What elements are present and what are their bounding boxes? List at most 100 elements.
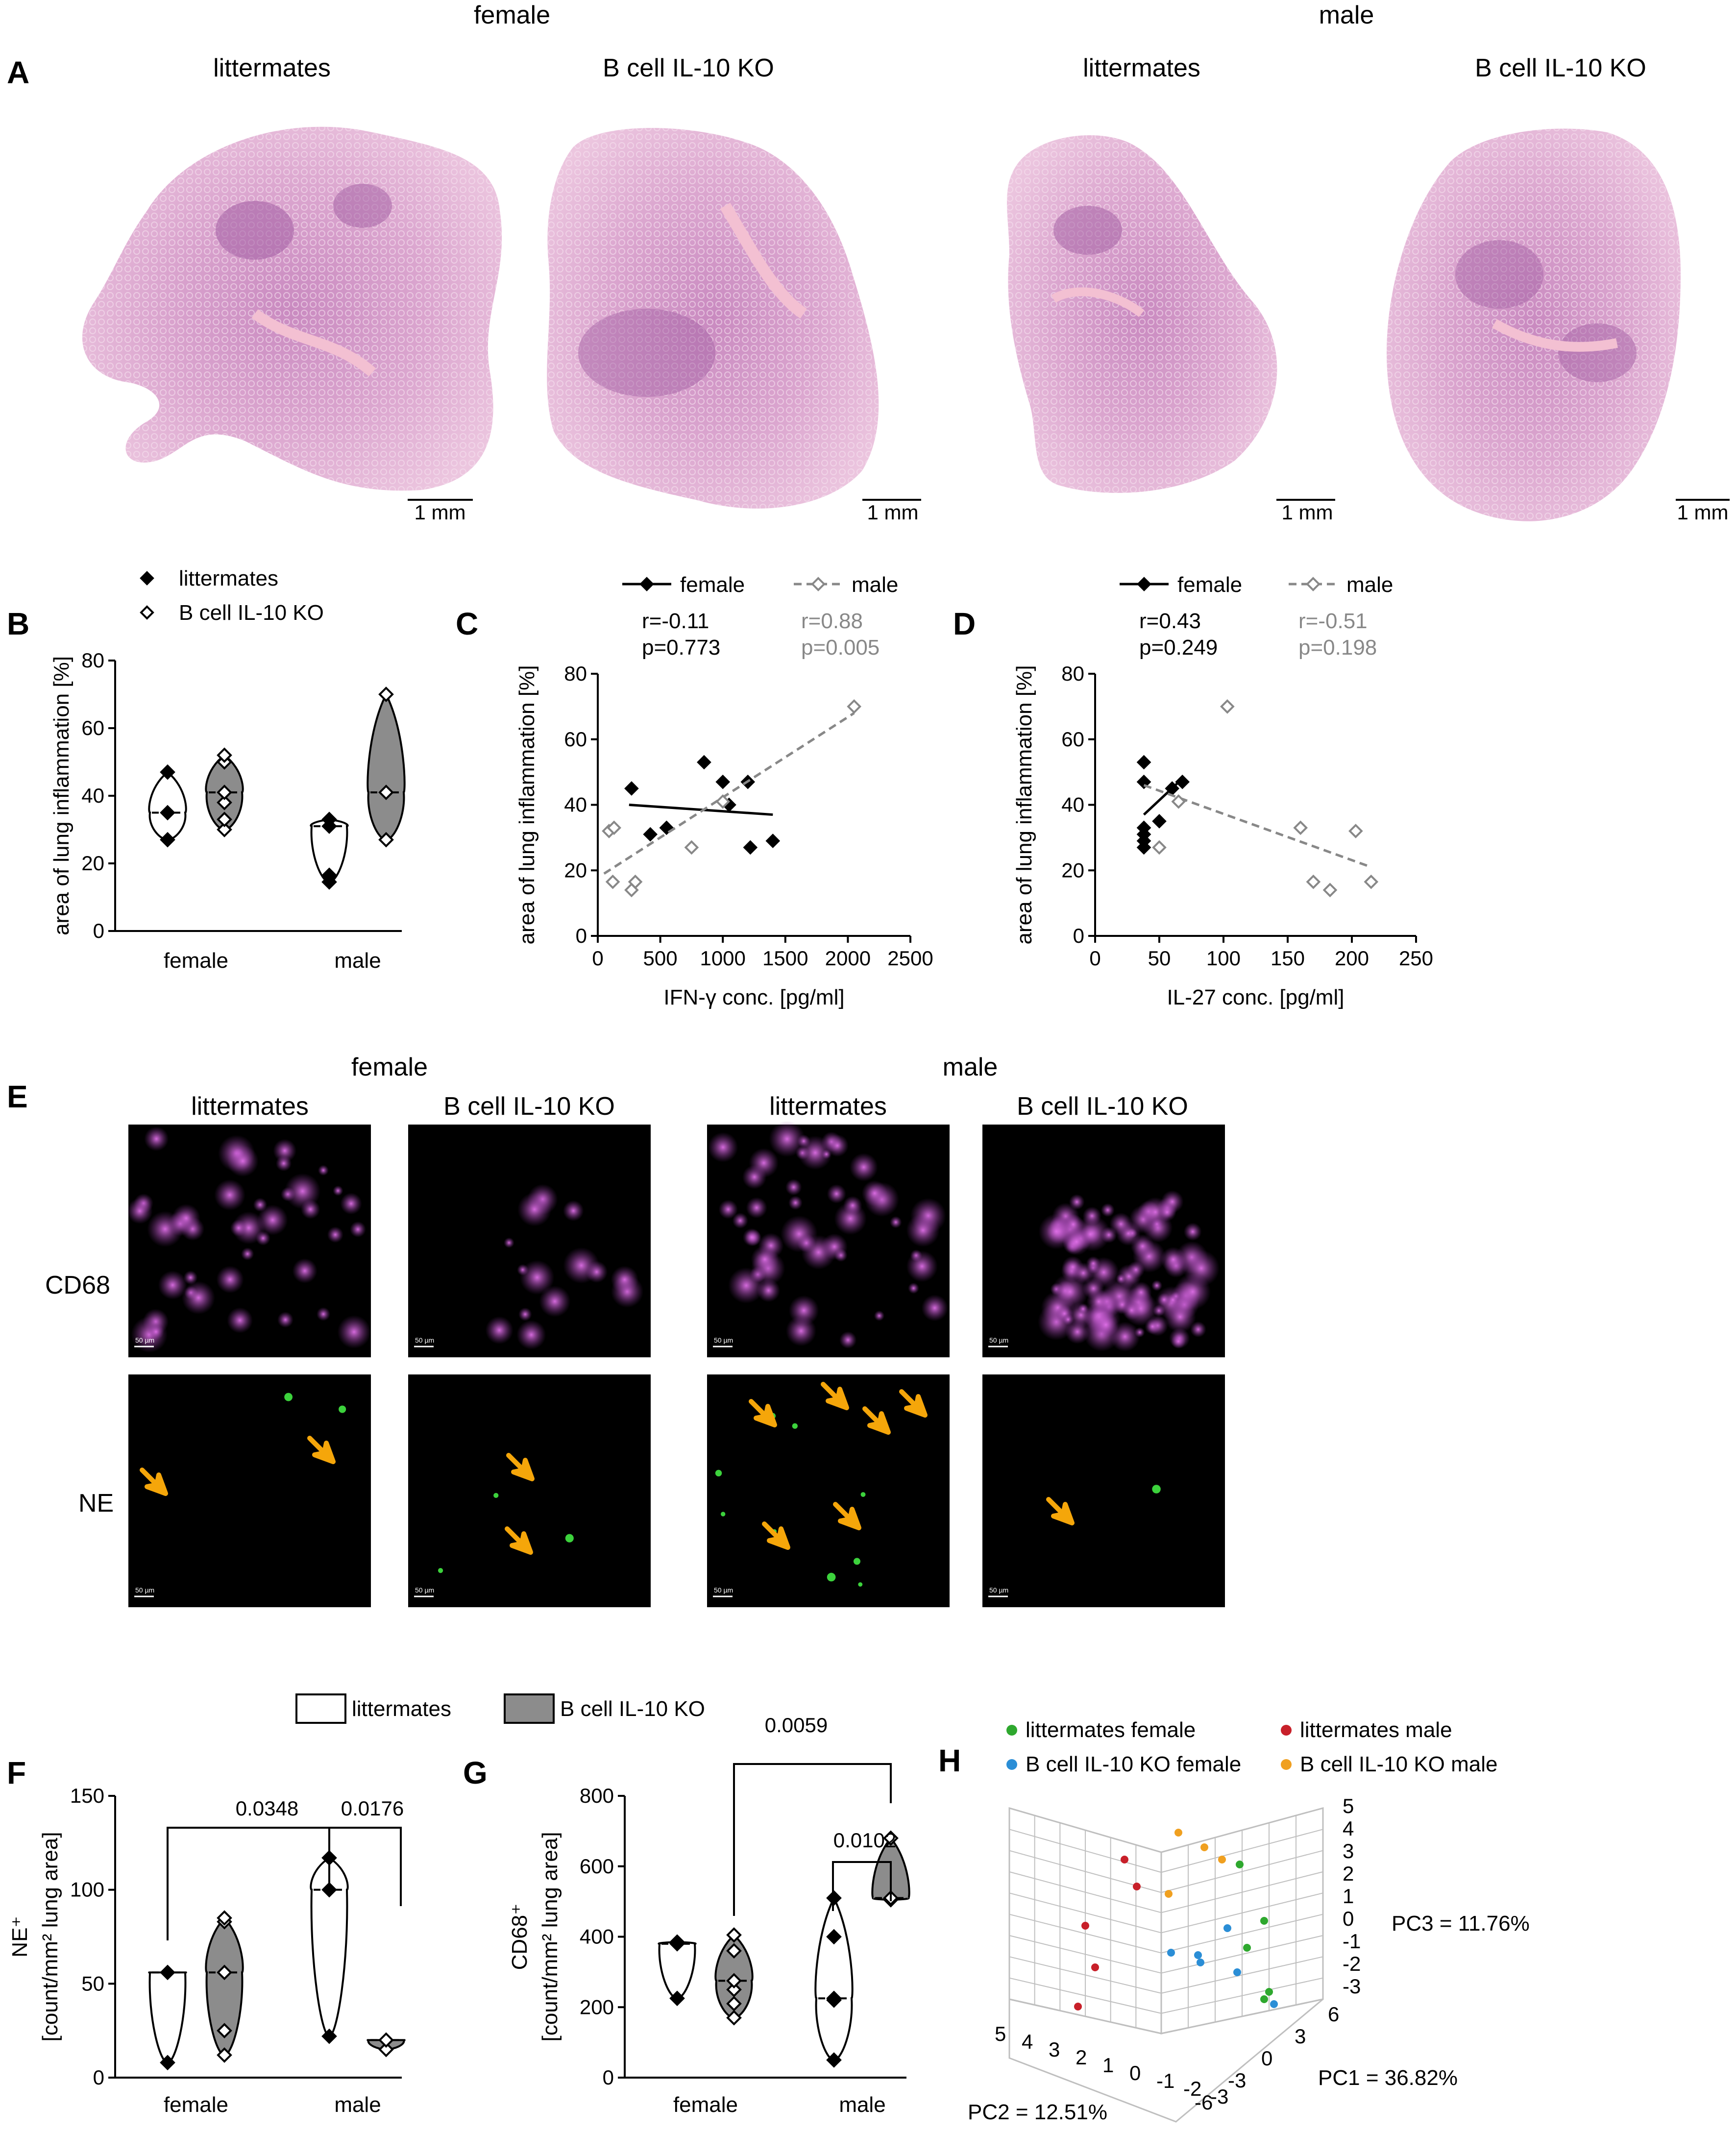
c-legend-label: female bbox=[680, 573, 745, 597]
arrow-icon bbox=[821, 1382, 849, 1410]
d-y-label: area of lung inflammation [%] bbox=[1012, 665, 1036, 945]
stain-cd68 bbox=[849, 1153, 878, 1181]
c-y-tick-label: 60 bbox=[564, 728, 587, 751]
stain-cd68 bbox=[708, 1132, 738, 1163]
stain-cd68 bbox=[1069, 1194, 1085, 1210]
h-pc2-tick-label: 0 bbox=[1129, 2061, 1141, 2084]
stain-cd68 bbox=[861, 1180, 888, 1206]
c-x-label: IFN-γ conc. [pg/ml] bbox=[663, 985, 844, 1009]
d-y-tick-label: 80 bbox=[1061, 662, 1084, 685]
stain-cd68 bbox=[1110, 1322, 1140, 1352]
f-y-tick-label: 100 bbox=[70, 1878, 104, 1901]
f-data-point bbox=[378, 2032, 394, 2048]
g-data-point bbox=[826, 2052, 842, 2068]
h-data-point bbox=[1233, 1968, 1241, 1976]
panel-e-col-littermates-female: littermates bbox=[191, 1092, 309, 1121]
stain-cd68 bbox=[843, 1196, 862, 1215]
stain-cd68 bbox=[718, 1200, 738, 1219]
h-z-tick-label: -2 bbox=[1343, 1952, 1361, 1975]
b-data-point bbox=[160, 832, 175, 848]
stain-ne bbox=[721, 1512, 726, 1517]
stain-cd68 bbox=[126, 1198, 153, 1224]
c-x-tick-label: 500 bbox=[643, 947, 678, 970]
stain-cd68 bbox=[1145, 1319, 1161, 1335]
h-legend-marker bbox=[1281, 1725, 1292, 1736]
h-legend-label: B cell IL-10 KO male bbox=[1300, 1752, 1498, 1776]
d-stat: r=0.43 bbox=[1139, 609, 1201, 633]
c-data-point bbox=[847, 699, 861, 714]
b-data-point bbox=[321, 811, 337, 828]
micrograph-ne bbox=[128, 1374, 371, 1607]
stain-cd68 bbox=[316, 1307, 331, 1321]
scale-bar-a3: 1 mm bbox=[1276, 499, 1335, 524]
h-data-point bbox=[1091, 1963, 1099, 1971]
f-data-point bbox=[217, 1964, 232, 1981]
c-x-tick-label: 1500 bbox=[762, 947, 808, 970]
c-stat: p=0.005 bbox=[801, 636, 880, 660]
c-legend-marker bbox=[639, 577, 654, 591]
stain-cd68 bbox=[1080, 1224, 1100, 1245]
h-pc2-tick-label: -1 bbox=[1156, 2069, 1174, 2092]
stain-cd68 bbox=[921, 1295, 948, 1322]
d-x-tick-label: 150 bbox=[1271, 947, 1305, 970]
h-data-point bbox=[1167, 1949, 1175, 1957]
stain-cd68 bbox=[611, 1266, 639, 1294]
stain-cd68 bbox=[273, 1139, 297, 1163]
f-y-label: NE⁺ bbox=[8, 1916, 32, 1957]
c-x-tick-label: 0 bbox=[592, 947, 603, 970]
panel-letter-c: C bbox=[456, 606, 478, 641]
stain-ne bbox=[860, 1492, 866, 1497]
b-y-tick-label: 80 bbox=[81, 649, 104, 672]
legend-marker-littermates bbox=[140, 571, 154, 586]
h-data-point bbox=[1133, 1883, 1141, 1890]
f-x-tick-label: male bbox=[334, 2093, 381, 2117]
stain-ne bbox=[438, 1568, 443, 1573]
stain-cd68 bbox=[746, 1197, 767, 1219]
panel-e-header-male: male bbox=[943, 1053, 998, 1081]
stain-cd68 bbox=[517, 1192, 552, 1226]
stain-cd68 bbox=[785, 1179, 802, 1196]
b-y-tick-label: 40 bbox=[81, 784, 104, 807]
b-violin bbox=[367, 692, 406, 841]
micrograph-scale-label: 50 µm bbox=[714, 1586, 733, 1594]
lung-section-4 bbox=[1387, 128, 1681, 521]
d-data-point bbox=[1152, 814, 1167, 829]
h-data-point bbox=[1121, 1856, 1128, 1863]
c-stat: p=0.773 bbox=[642, 636, 720, 660]
b-data-point bbox=[217, 747, 232, 763]
h-z-tick-label: 4 bbox=[1343, 1817, 1354, 1840]
stain-cd68 bbox=[1183, 1223, 1202, 1241]
micrograph-ne bbox=[707, 1374, 950, 1607]
c-data-point bbox=[715, 794, 731, 809]
b-data-point bbox=[378, 784, 394, 800]
panel-letter-h: H bbox=[938, 1743, 961, 1778]
c-x-tick-label: 1000 bbox=[700, 947, 745, 970]
panel-letter-a: A bbox=[7, 55, 29, 90]
stain-cd68 bbox=[1183, 1250, 1220, 1287]
legend-label-ko: B cell IL-10 KO bbox=[560, 1697, 705, 1721]
scale-bar-label: 1 mm bbox=[1677, 501, 1729, 524]
stain-ne bbox=[284, 1393, 293, 1401]
stain-ne bbox=[792, 1423, 798, 1429]
scale-bar-a4: 1 mm bbox=[1676, 499, 1730, 524]
f-data-point bbox=[321, 1882, 337, 1898]
d-data-point bbox=[1364, 874, 1379, 889]
g-x-tick-label: female bbox=[673, 2093, 738, 2117]
h-data-point bbox=[1265, 1988, 1273, 1996]
c-data-point bbox=[765, 833, 781, 848]
legend-swatch-ko bbox=[504, 1693, 555, 1724]
stain-cd68 bbox=[1157, 1202, 1176, 1222]
stain-cd68 bbox=[214, 1179, 245, 1211]
d-y-tick-label: 40 bbox=[1061, 793, 1084, 816]
b-y-tick-label: 60 bbox=[81, 716, 104, 739]
panel-e-header-female: female bbox=[351, 1053, 428, 1081]
c-data-point bbox=[607, 820, 622, 835]
g-data-point bbox=[726, 1927, 742, 1943]
arrow-icon bbox=[749, 1399, 777, 1427]
stain-ne bbox=[853, 1558, 860, 1565]
arrow-icon bbox=[140, 1468, 168, 1496]
h-pc2-tick-label: -3 bbox=[1210, 2085, 1228, 2108]
stain-cd68 bbox=[181, 1281, 216, 1315]
stain-ne bbox=[1152, 1485, 1161, 1494]
